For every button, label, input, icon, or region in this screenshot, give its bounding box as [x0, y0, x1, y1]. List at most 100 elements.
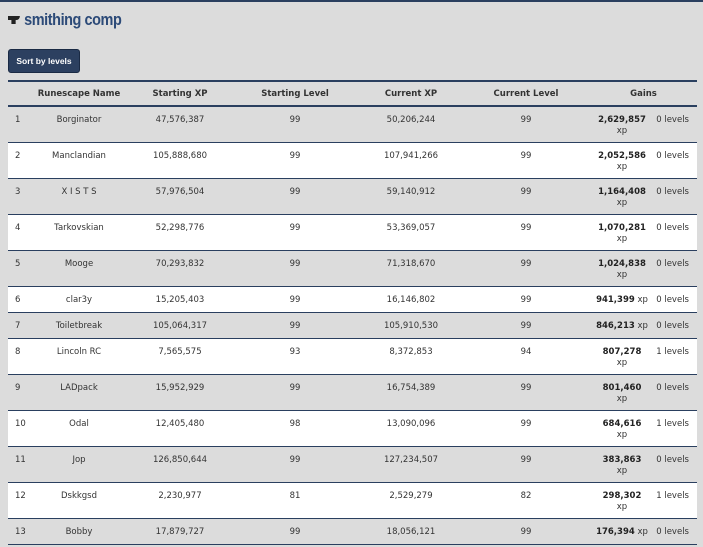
current-xp-cell: 107,941,266 — [360, 142, 462, 179]
gain-levels: 0 levels — [656, 150, 689, 161]
name-cell: Jop — [28, 446, 130, 483]
starting-xp-cell: 17,879,727 — [130, 518, 230, 545]
gain-xp-unit: xp — [637, 294, 648, 305]
table-row: 10 Odal 12,405,480 98 13,090,096 99 684,616 xp 1… — [8, 410, 697, 447]
gain-levels: 0 levels — [656, 186, 689, 197]
col-starting-xp: Starting XP — [130, 80, 230, 107]
page-title-text: smithing comp — [24, 10, 122, 29]
gains-cell: 176,394 xp 0 levels — [590, 518, 697, 545]
starting-level-cell: 99 — [230, 142, 360, 179]
gain-xp-value: 801,460 — [602, 382, 642, 393]
current-xp-cell: 71,318,670 — [360, 250, 462, 287]
name-cell: Tarkovskian — [28, 214, 130, 251]
rank-cell: 11 — [8, 446, 28, 483]
gain-levels: 0 levels — [656, 222, 689, 233]
gain-xp-unit: xp — [616, 233, 628, 244]
gain-xp: 298,302 xp — [596, 491, 648, 513]
gain-xp-value: 1,164,408 — [598, 186, 646, 197]
starting-level-cell: 98 — [230, 410, 360, 447]
rank-cell: 13 — [8, 518, 28, 545]
col-name: Runescape Name — [28, 80, 130, 107]
gain-levels: 0 levels — [656, 294, 689, 305]
rank-cell: 12 — [8, 482, 28, 519]
gain-xp-value: 176,394 — [596, 526, 635, 537]
gain-levels: 0 levels — [656, 526, 689, 537]
leaderboard-table: Runescape Name Starting XP Starting Leve… — [8, 80, 697, 545]
starting-level-cell: 99 — [230, 518, 360, 545]
current-xp-cell: 16,146,802 — [360, 286, 462, 313]
gains-cell: 1,164,408 xp 0 levels — [590, 178, 697, 215]
gain-levels: 0 levels — [656, 320, 689, 331]
starting-xp-cell: 15,205,403 — [130, 286, 230, 313]
gain-xp-value: 298,302 — [602, 490, 642, 501]
gain-xp-value: 2,052,586 — [598, 150, 646, 161]
gain-xp-unit: xp — [616, 126, 628, 136]
gain-xp: 383,863 xp — [596, 455, 648, 477]
current-level-cell: 99 — [462, 286, 590, 313]
gain-xp-unit: xp — [616, 269, 628, 280]
name-cell: clar3y — [28, 286, 130, 313]
rank-cell: 6 — [8, 286, 28, 313]
gain-xp: 941,399 xp — [596, 295, 648, 306]
table-header: Runescape Name Starting XP Starting Leve… — [8, 80, 697, 107]
gain-xp: 846,213 xp — [596, 321, 648, 332]
current-level-cell: 99 — [462, 446, 590, 483]
table-row: 9 LADpack 15,952,929 99 16,754,389 99 801,460 x… — [8, 374, 697, 411]
gain-levels: 1 levels — [656, 490, 689, 501]
rank-cell: 7 — [8, 312, 28, 339]
name-cell: LADpack — [28, 374, 130, 411]
page-title: smithing comp — [8, 10, 122, 30]
starting-xp-cell: 2,230,977 — [130, 482, 230, 519]
rank-cell: 9 — [8, 374, 28, 411]
table-row: 2 Manclandian 105,888,680 99 107,941,266 99 2,… — [8, 142, 697, 179]
starting-level-cell: 99 — [230, 178, 360, 215]
gain-xp-unit: xp — [616, 465, 628, 476]
current-xp-cell: 127,234,507 — [360, 446, 462, 483]
gain-xp: 1,164,408 xp — [596, 187, 648, 209]
current-xp-cell: 2,529,279 — [360, 482, 462, 519]
rank-cell: 4 — [8, 214, 28, 251]
current-xp-cell: 16,754,389 — [360, 374, 462, 411]
gain-xp: 1,024,838 xp — [596, 259, 648, 281]
table-row: 13 Bobby 17,879,727 99 18,056,121 99 176,394 x… — [8, 518, 697, 545]
gain-levels: 0 levels — [656, 382, 689, 393]
gain-xp-unit: xp — [616, 357, 628, 368]
gains-cell: 383,863 xp 0 levels — [590, 446, 697, 483]
rank-cell: 2 — [8, 142, 28, 179]
gain-xp-unit: xp — [637, 320, 648, 331]
name-cell: Manclandian — [28, 142, 130, 179]
gain-xp-value: 2,629,857 — [598, 115, 646, 125]
gain-xp: 684,616 xp — [596, 419, 648, 441]
gain-xp-unit: xp — [616, 429, 628, 440]
starting-xp-cell: 105,888,680 — [130, 142, 230, 179]
name-cell: Dskkgsd — [28, 482, 130, 519]
current-level-cell: 99 — [462, 518, 590, 545]
starting-xp-cell: 47,576,387 — [130, 106, 230, 143]
rank-cell: 3 — [8, 178, 28, 215]
gain-xp: 801,460 xp — [596, 383, 648, 405]
table-row: 8 Lincoln RC 7,565,575 93 8,372,853 94 807,278… — [8, 338, 697, 375]
name-cell: Mooge — [28, 250, 130, 287]
gains-cell: 941,399 xp 0 levels — [590, 286, 697, 313]
table-row: 1 Borginator 47,576,387 99 50,206,244 99 2,629… — [8, 106, 697, 143]
rank-cell: 8 — [8, 338, 28, 375]
gain-xp-unit: xp — [616, 501, 628, 512]
rank-cell: 10 — [8, 410, 28, 447]
gain-xp-value: 684,616 — [602, 418, 642, 429]
gains-cell: 2,052,586 xp 0 levels — [590, 142, 697, 179]
starting-level-cell: 99 — [230, 250, 360, 287]
starting-level-cell: 99 — [230, 106, 360, 143]
gain-xp-value: 383,863 — [602, 454, 642, 465]
current-xp-cell: 53,369,057 — [360, 214, 462, 251]
current-level-cell: 99 — [462, 142, 590, 179]
current-level-cell: 82 — [462, 482, 590, 519]
rank-cell: 1 — [8, 106, 28, 143]
current-level-cell: 99 — [462, 312, 590, 339]
gain-xp: 2,629,857 xp — [596, 115, 648, 137]
current-xp-cell: 105,910,530 — [360, 312, 462, 339]
sort-by-levels-button[interactable]: Sort by levels — [8, 49, 80, 73]
starting-xp-cell: 7,565,575 — [130, 338, 230, 375]
gain-xp-value: 807,278 — [602, 346, 642, 357]
table-row: 5 Mooge 70,293,832 99 71,318,670 99 1,024,838 x… — [8, 250, 697, 287]
